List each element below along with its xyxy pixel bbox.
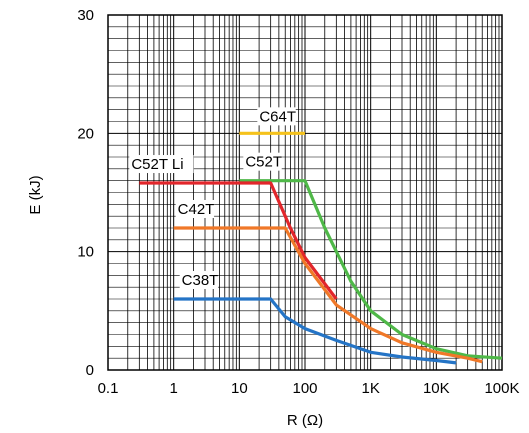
series-label-c42t: C42T <box>178 201 215 218</box>
series-label-c38t: C38T <box>182 272 219 289</box>
series-label-bg <box>129 155 194 174</box>
label-layer: C64T C52T C52T Li C42T C38T <box>129 107 296 289</box>
series-label-c64t: C64T <box>259 108 296 125</box>
x-tick-label: 100K <box>484 380 519 397</box>
y-tick-label: 0 <box>86 362 94 379</box>
x-tick-label: 1 <box>169 380 177 397</box>
series-label-bg <box>179 271 219 289</box>
y-tick-label: 10 <box>77 244 94 261</box>
series-layer <box>139 131 503 365</box>
y-axis-title: E (kJ) <box>27 175 44 214</box>
series-label-c52t: C52T <box>245 154 282 171</box>
series-line-c52t <box>239 179 503 360</box>
x-tick-label: 1K <box>361 380 379 397</box>
series-line-c52t-li <box>139 181 338 300</box>
x-tick-label: 10K <box>423 380 450 397</box>
series-line-c38t <box>173 297 457 365</box>
y-tick-labels: 0 10 20 30 <box>77 7 94 379</box>
series-line-c42t <box>173 226 483 364</box>
y-tick-label: 30 <box>77 7 94 24</box>
x-tick-label: 10 <box>231 380 248 397</box>
x-tick-label: 0.1 <box>98 380 119 397</box>
series-label-bg <box>243 152 282 171</box>
plot-frame <box>107 14 503 371</box>
x-tick-label: 100 <box>292 380 317 397</box>
series-label-bg <box>257 107 296 126</box>
x-axis-title: R (Ω) <box>287 412 323 429</box>
series-label-c52t-li: C52T Li <box>131 156 183 173</box>
y-tick-label: 20 <box>77 125 94 142</box>
x-tick-labels: 0.1 1 10 100 1K 10K 100K <box>98 380 520 397</box>
series-label-bg <box>175 200 215 218</box>
